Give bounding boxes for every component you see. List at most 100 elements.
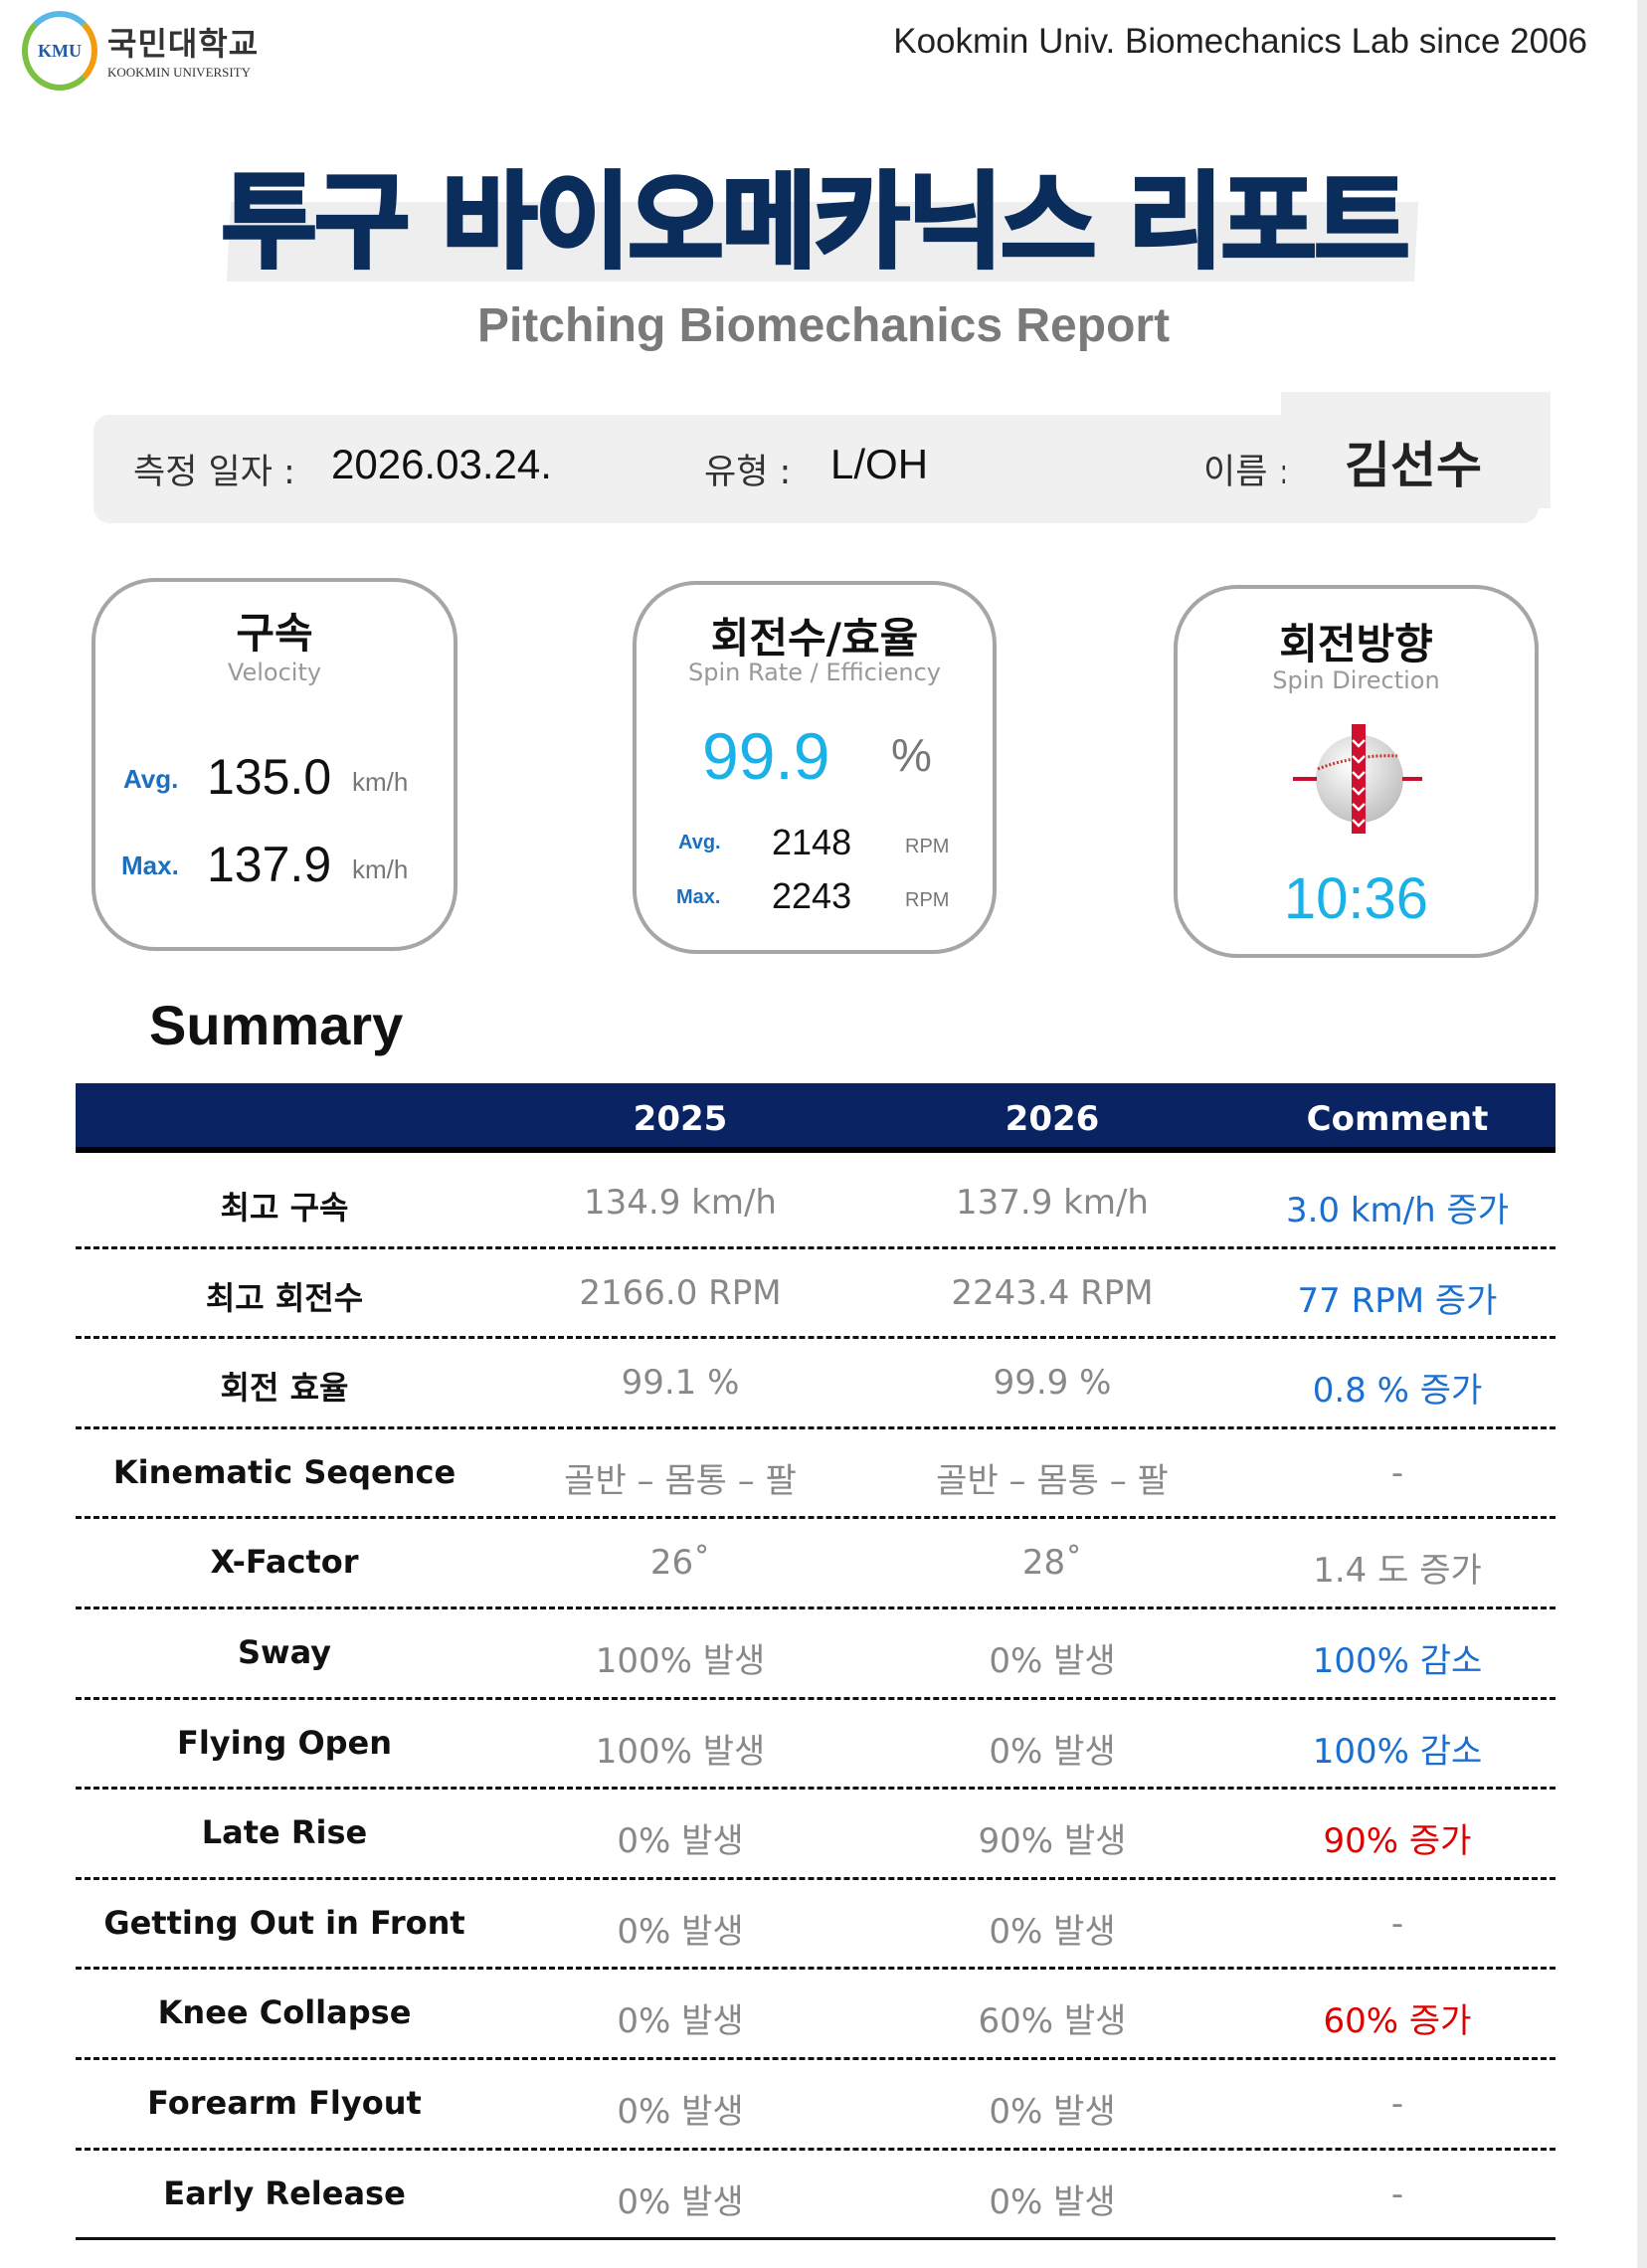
row-label: 최고 회전수 [205,1278,364,1317]
unit: RPM [905,889,950,911]
value-2025: 134.9 km/h [584,1183,777,1223]
row-label: Early Release [163,2174,406,2212]
value-2026: 99.9 % [993,1363,1112,1404]
baseball-spin-axis-icon [1293,724,1422,834]
table-row: 최고 구속 134.9 km/h 137.9 km/h 3.0 km/h 증가 [76,1159,1556,1249]
max-label: Max. [676,886,721,908]
page-subtitle: Pitching Biomechanics Report [476,299,1171,352]
value-2026: 90% 발생 [978,1821,1127,1862]
table-row: X-Factor 26˚ 28˚ 1.4 도 증가 [76,1519,1556,1609]
column-header-comment: Comment [1306,1099,1489,1139]
value-2026: 0% 발생 [989,2092,1116,2132]
table-row: Forearm Flyout 0% 발생 0% 발생 - [76,2060,1556,2151]
date-value: 2026.03.24. [331,441,552,487]
avg-label: Avg. [678,832,721,853]
value-2026: 137.9 km/h [956,1183,1149,1223]
value-2025: 26˚ [649,1543,711,1584]
value-2025: 골반 – 몸통 – 팔 [564,1460,797,1501]
comment: - [1390,2174,1404,2214]
comment: 100% 감소 [1312,1731,1483,1772]
value-2025: 0% 발생 [617,1911,744,1952]
name-value: 김선수 [1345,437,1482,494]
type-value: L/OH [830,441,929,487]
value-2026: 28˚ [1021,1543,1083,1584]
comment: 90% 증가 [1323,1821,1472,1862]
kmu-emblem-icon: KMU [22,11,97,91]
name-box [1281,392,1551,508]
type-label: 유형 : [704,453,792,492]
comment: 100% 감소 [1312,1641,1483,1681]
spin-direction-card: 회전방향 Spin Direction 10:36 [1174,585,1539,958]
value-2025: 0% 발생 [617,2001,744,2042]
summary-table-header: 2025 2026 Comment [76,1083,1556,1153]
value-2026: 0% 발생 [989,1641,1116,1681]
table-row: Early Release 0% 발생 0% 발생 - [76,2151,1556,2241]
unit: RPM [905,836,950,857]
value-2025: 100% 발생 [595,1641,766,1681]
table-row: 회전 효율 99.1 % 99.9 % 0.8 % 증가 [76,1339,1556,1429]
comment: - [1390,2084,1404,2124]
max-spin: 2243 [772,875,852,916]
value-2026: 2243.4 RPM [951,1272,1154,1313]
table-row: Flying Open 100% 발생 0% 발생 100% 감소 [76,1700,1556,1791]
card-subtitle: Spin Rate / Efficiency [688,659,941,686]
row-label: Getting Out in Front [103,1903,465,1942]
value-2026: 60% 발생 [978,2001,1127,2042]
column-header-2025: 2025 [633,1099,728,1139]
page-title: 투구 바이오메카닉스 리포트 [220,159,1412,284]
card-title: 구속 [236,609,313,658]
comment: 77 RPM 증가 [1297,1280,1498,1321]
page-edge [1637,0,1647,2268]
table-row: Kinematic Seqence 골반 – 몸통 – 팔 골반 – 몸통 – 팔 - [76,1429,1556,1520]
table-row: 최고 회전수 2166.0 RPM 2243.4 RPM 77 RPM 증가 [76,1249,1556,1340]
comment: - [1390,1903,1404,1944]
table-row: Getting Out in Front 0% 발생 0% 발생 - [76,1880,1556,1971]
efficiency-value: 99.9 [702,719,830,793]
lab-name: Kookmin Univ. Biomechanics Lab since 200… [893,22,1587,61]
row-label: Forearm Flyout [147,2084,422,2122]
avg-spin: 2148 [772,822,852,862]
comment: - [1390,1452,1404,1493]
university-logo: KMU 국민대학교 KOOKMIN UNIVERSITY [22,7,280,96]
value-2025: 99.1 % [621,1363,740,1404]
card-title: 회전수/효율 [710,614,919,662]
efficiency-unit: % [891,729,932,781]
spin-direction-value: 10:36 [1283,866,1429,931]
row-label: Late Rise [201,1813,368,1852]
comment: 3.0 km/h 증가 [1285,1191,1510,1230]
row-label: X-Factor [210,1543,359,1582]
summary-heading: Summary [149,994,404,1056]
avg-label: Avg. [123,764,179,794]
max-label: Max. [121,850,179,880]
name-label: 이름 : [1203,453,1285,492]
card-subtitle: Velocity [227,659,322,686]
card-subtitle: Spin Direction [1272,666,1440,694]
value-2026: 골반 – 몸통 – 팔 [936,1460,1169,1501]
value-2025: 0% 발생 [617,1821,744,1862]
card-title: 회전방향 [1279,620,1433,668]
value-2025: 2166.0 RPM [579,1272,782,1313]
table-row: Late Rise 0% 발생 90% 발생 90% 증가 [76,1790,1556,1880]
row-label: Knee Collapse [157,1993,412,2032]
avg-velocity: 135.0 [207,749,332,805]
value-2025: 100% 발생 [595,1731,766,1772]
unit: km/h [352,767,409,797]
logo-english: KOOKMIN UNIVERSITY [107,65,252,80]
row-label: Kinematic Seqence [112,1452,457,1491]
logo-korean: 국민대학교 [107,25,260,63]
value-2026: 0% 발생 [989,1911,1116,1952]
comment: 1.4 도 증가 [1313,1551,1482,1592]
value-2025: 0% 발생 [617,2181,744,2222]
row-label: Sway [237,1633,332,1671]
velocity-card: 구속 Velocity Avg. 135.0 km/h Max. 137.9 k… [92,578,458,951]
value-2026: 0% 발생 [989,1731,1116,1772]
spin-card: 회전수/효율 Spin Rate / Efficiency 99.9 % Avg… [633,581,997,954]
date-label: 측정 일자 : [133,453,295,492]
value-2026: 0% 발생 [989,2181,1116,2222]
row-label: 회전 효율 [220,1369,349,1408]
row-label: Flying Open [176,1723,393,1762]
comment: 0.8 % 증가 [1312,1371,1483,1412]
row-label: 최고 구속 [220,1189,349,1227]
max-velocity: 137.9 [207,837,332,892]
table-row: Sway 100% 발생 0% 발생 100% 감소 [76,1609,1556,1700]
